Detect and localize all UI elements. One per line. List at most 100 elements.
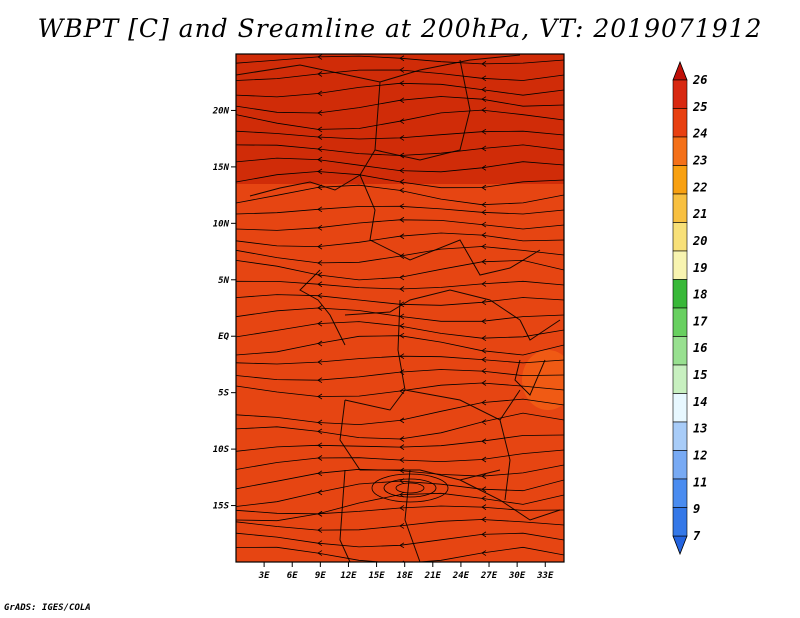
streamline-arrow [317,359,323,365]
colorbar-swatch [672,193,688,223]
streamline-arrow [399,233,405,240]
lon-tick-label: 24E [452,571,470,581]
streamline-arrow [317,489,323,496]
streamline-arrow [399,97,405,104]
colorbar-swatch [672,279,688,309]
streamline-arrow [481,318,487,325]
streamline-arrow [317,305,323,311]
streamline-arrow [399,417,405,424]
streamline-arrow [399,253,405,259]
colorbar-swatch [672,450,688,480]
streamline-arrow [481,516,487,523]
lon-tick-label: 15E [368,571,385,581]
colorbar-top-arrow [672,60,688,81]
lat-tick-label: 15N [213,163,230,173]
streamline-arrow [399,369,405,375]
colorbar-label: 7 [693,529,701,543]
colorbar-label: 21 [692,207,707,221]
streamline-arrow [481,258,487,265]
colorbar-label: 26 [692,73,707,87]
colorbar-swatch [672,478,688,508]
streamline-arrow [399,467,405,474]
colorbar-label: 20 [692,234,707,248]
streamline-arrow [317,243,323,250]
streamline [236,546,564,562]
streamline-arrow [317,54,323,60]
streamline-arrow [317,71,323,77]
map-plot-area [236,54,564,562]
lat-tick-label: 10S [213,445,230,455]
streamline-arrow [481,145,487,152]
colorbar-bottom-arrow [672,535,688,556]
streamline-arrow [481,473,487,480]
streamline-arrow [399,323,405,329]
streamline-arrow [399,523,405,529]
streamline-arrow [481,232,487,238]
streamline-arrow [481,486,487,493]
lon-tick-label: 33E [536,571,554,581]
colorbar-label: 14 [693,395,707,409]
lat-tick-label: 5N [218,276,229,286]
colorbar-label: 13 [693,422,707,436]
streamline-arrow [317,272,323,278]
streamline-arrow [481,128,487,135]
streamline-arrow [317,442,323,449]
streamline-arrow [481,299,487,306]
streamline-arrow [481,438,487,445]
map-title: WBPT [C] and Sreamline at 200hPa, VT: 20… [37,14,763,43]
colorbar-swatch [672,307,688,337]
streamline-arrow [481,164,487,171]
lon-tick-label: 6E [287,571,298,581]
streamline-arrow [399,286,405,292]
lon-tick-label: 9E [315,571,326,581]
streamline-arrow [317,206,323,213]
streamline-arrow [399,301,405,308]
streamline-arrow [481,399,487,406]
streamline-arrow [481,504,487,510]
lon-tick-label: 12E [340,571,357,581]
colorbar-swatch [672,336,688,366]
longitude-axis: 3E 6E 9E 12E 15E 18E 21E 24E 27E 30E 33E [258,562,554,581]
streamline-arrow [399,274,405,281]
streamline-arrow [481,531,487,538]
streamlines [236,54,564,562]
streamline-arrow [317,393,323,400]
colorbar-swatch [672,108,688,138]
colorbar: 7 9 11 12 13 14 15 16 17 18 19 20 21 22 23 24 25 26 [672,60,708,556]
lat-tick-label: 5S [218,389,229,399]
streamline-arrow [399,80,405,87]
streamline-arrow [399,167,405,174]
streamline-arrow [317,428,323,435]
colorbar-swatch [672,507,688,537]
lat-tick-label: 15S [213,502,230,512]
streamline-arrow [481,550,487,556]
colorbar-label: 25 [692,100,707,114]
colorbar-label: 9 [693,502,700,516]
colorbar-label: 24 [692,127,707,141]
streamline-arrow [317,168,323,175]
colorbar-label: 19 [693,261,707,275]
streamline-arrow [317,184,323,191]
streamline-arrow [399,152,405,159]
streamline-arrow [399,332,405,339]
streamline-arrow [481,201,487,208]
streamline-arrow [317,470,323,477]
colorbar-swatch [672,393,688,423]
streamline-arrow [481,243,487,250]
streamline-arrow [399,118,405,125]
streamline-arrow [317,550,323,556]
lon-tick-label: 30E [508,571,526,581]
streamline-arrow [399,313,405,320]
streamline-arrow [481,209,487,216]
map-frame [235,53,565,563]
colorbar-swatch [672,250,688,280]
streamline-arrow [317,281,323,288]
streamline-arrow [481,184,487,191]
streamline-arrow [399,505,405,511]
streamline-arrow [317,134,323,140]
streamline-arrow [399,457,405,463]
streamline-arrow [399,187,405,194]
colorbar-swatch [672,222,688,252]
colorbar-swatch [672,136,688,166]
